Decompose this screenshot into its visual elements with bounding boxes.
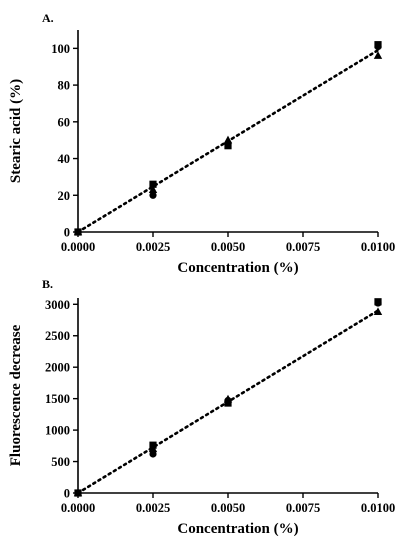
panel-a-square-marker bbox=[149, 180, 157, 188]
panel-b-triangle-marker bbox=[223, 394, 233, 403]
panel-b-x-tick-label: 0.0075 bbox=[286, 501, 320, 515]
panel-a-x-tick-label: 0.0075 bbox=[286, 240, 320, 254]
panel-a-x-tick-label: 0.0025 bbox=[136, 240, 170, 254]
panel-a-y-axis-title: Stearic acid (%) bbox=[8, 79, 24, 183]
panel-b-y-tick-label: 2000 bbox=[45, 361, 70, 375]
panel-a-y-tick-label: 0 bbox=[64, 226, 70, 240]
panel-a-triangle-marker bbox=[73, 227, 83, 236]
panel-b-x-tick-label: 0.0050 bbox=[211, 501, 245, 515]
panel-b-y-tick-label: 2500 bbox=[45, 329, 70, 343]
panel-a-x-tick-label: 0.0100 bbox=[361, 240, 395, 254]
panel-b-y-tick-label: 0 bbox=[64, 487, 70, 501]
panel-b-x-tick-label: 0.0000 bbox=[61, 501, 95, 515]
panel-b-y-tick-label: 1500 bbox=[45, 392, 70, 406]
panel-b-triangle-marker bbox=[373, 307, 383, 316]
panel-b-x-tick-label: 0.0025 bbox=[136, 501, 170, 515]
panel-a: A. Stearic acid (%) Concentration (%) 0 2… bbox=[8, 11, 395, 276]
panel-b-triangle-marker bbox=[148, 444, 158, 453]
panel-b-y-tick-label: 1000 bbox=[45, 424, 70, 438]
panel-b-square-marker bbox=[374, 298, 382, 306]
panel-a-x-axis-title: Concentration (%) bbox=[177, 260, 298, 276]
panel-a-triangle-marker bbox=[223, 135, 233, 144]
panel-a-triangle-marker bbox=[373, 51, 383, 59]
panel-a-y-tick-label: 40 bbox=[58, 152, 71, 166]
panel-b-x-axis-title: Concentration (%) bbox=[177, 521, 298, 537]
panel-a-label: A. bbox=[42, 11, 54, 25]
panel-a-square-marker bbox=[224, 142, 232, 150]
panel-a-circle-marker bbox=[149, 191, 157, 199]
panel-b-square-marker bbox=[224, 399, 232, 407]
panel-a-triangle-marker bbox=[148, 185, 158, 193]
panel-a-y-tick-label: 60 bbox=[58, 115, 71, 129]
panel-a-square-marker bbox=[374, 41, 382, 49]
panel-b: B. Fluorescence decrease Concentration (… bbox=[8, 277, 395, 537]
panel-b-x-tick-label: 0.0100 bbox=[361, 501, 395, 515]
panel-a-y-tick-label: 100 bbox=[51, 42, 70, 56]
panel-a-x-tick-label: 0.0000 bbox=[61, 240, 95, 254]
panel-a-y-tick-label: 20 bbox=[58, 189, 71, 203]
panel-b-circle-marker bbox=[149, 450, 157, 458]
panel-b-y-tick-label: 500 bbox=[51, 455, 70, 469]
panel-b-triangle-marker bbox=[73, 488, 83, 497]
panel-b-y-tick-label: 3000 bbox=[45, 298, 70, 312]
panel-a-x-tick-label: 0.0050 bbox=[211, 240, 245, 254]
panel-a-y-tick-label: 80 bbox=[58, 79, 71, 93]
panel-b-y-axis-title: Fluorescence decrease bbox=[8, 324, 24, 466]
panel-b-label: B. bbox=[42, 277, 53, 291]
